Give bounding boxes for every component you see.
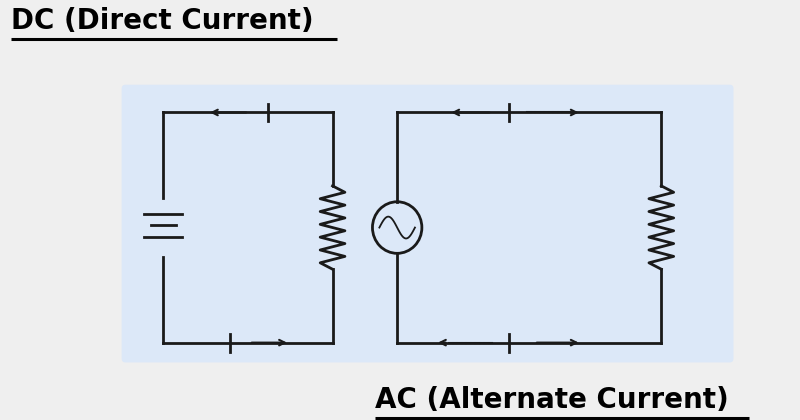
Text: DC (Direct Current): DC (Direct Current) <box>11 7 314 35</box>
FancyBboxPatch shape <box>122 85 734 362</box>
Text: AC (Alternate Current): AC (Alternate Current) <box>375 386 729 414</box>
